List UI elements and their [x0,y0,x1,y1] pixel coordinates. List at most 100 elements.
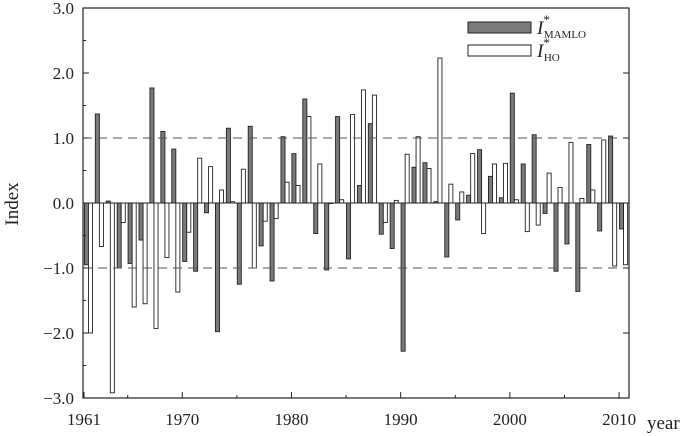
bar-mamlo-1991 [411,166,417,204]
bar-ho-1971 [197,157,203,204]
bar-ho-1975 [240,168,246,204]
svg-text:I*MAMLO: I* MAMLO [536,12,586,41]
bar-mamlo-1987 [367,123,373,204]
bar-mamlo-2008 [597,202,603,232]
bar-ho-1997 [481,202,487,234]
bar-mamlo-1962 [94,113,100,204]
bar-mamlo-1997 [477,149,483,204]
bar-mamlo-1981 [302,98,308,204]
bar-ho-1970 [186,202,192,233]
bar-ho-1962 [98,202,104,247]
bar-ho-1979 [284,181,290,204]
svg-text:I*HO: I* HO [536,35,560,64]
legend-label-ho-sub: HO [544,52,560,64]
bar-mamlo-1985 [346,202,351,260]
bar-ho-1996 [470,153,476,204]
bar-mamlo-1984 [335,116,341,204]
bar-ho-2004 [557,186,563,204]
bar-ho-1968 [164,202,170,259]
bar-mamlo-1992 [422,162,428,204]
axes-layer [82,7,630,399]
x-tick-label: 2010 [602,410,636,429]
bar-mamlo-1998 [487,175,493,204]
bar-ho-1966 [142,202,148,305]
bar-ho-1990 [404,153,410,204]
legend-label-mamlo-sup: * [543,12,550,27]
y-tick-label: 0.0 [53,194,74,213]
bar-ho-2005 [568,142,574,204]
bar-ho-1991 [415,136,421,204]
bar-ho-1982 [317,163,323,204]
y-tick-label: −1.0 [43,259,74,278]
bar-mamlo-1977 [258,202,264,247]
bar-mamlo-1989 [389,202,395,249]
bar-mamlo-2006 [575,202,581,292]
bar-mamlo-1965 [127,202,133,264]
bar-mamlo-1971 [193,202,199,272]
bar-ho-1963 [109,202,115,394]
bar-mamlo-1966 [138,202,144,241]
x-tick-label: 1961 [67,410,101,429]
bar-ho-1967 [153,202,159,329]
bar-mamlo-2009 [608,135,614,204]
bar-ho-2007 [590,189,596,204]
bar-ho-1964 [120,202,126,223]
bar-mamlo-1961 [83,202,89,266]
legend-swatch-mamlo [467,21,532,34]
bar-ho-1969 [175,202,181,293]
bar-mamlo-2002 [531,134,537,204]
legend-label-ho-sup: * [543,35,550,50]
bar-mamlo-1982 [313,202,319,234]
bar-mamlo-2000 [509,92,515,204]
bar-mamlo-1986 [356,184,362,204]
bar-mamlo-1994 [444,202,450,258]
bar-ho-1965 [131,202,137,308]
bar-ho-1977 [262,202,268,222]
y-tick-label: 1.0 [53,129,74,148]
bar-ho-1998 [492,163,498,204]
bar-mamlo-1980 [291,153,297,204]
bar-ho-1992 [426,168,432,204]
bar-ho-1994 [448,183,454,204]
bar-ho-2001 [524,202,530,233]
bar-ho-1995 [459,191,465,204]
bar-mamlo-1999 [498,197,504,204]
bar-mamlo-1969 [171,148,177,204]
bars-layer [83,57,629,394]
bar-mamlo-1964 [116,202,122,269]
bar-mamlo-2005 [564,202,570,245]
bar-mamlo-2010 [619,202,624,230]
reference-lines [83,137,629,269]
y-tick-label: 2.0 [53,64,74,83]
bar-mamlo-1983 [324,202,330,271]
bar-ho-1999 [502,162,508,204]
bar-ho-1993 [437,57,443,204]
bar-mamlo-1995 [455,202,461,221]
y-axis-title: Index [2,182,23,226]
x-tick-label: 1990 [384,410,418,429]
bar-mamlo-1973 [214,202,220,333]
tick-labels-layer: −3.0 −2.0 −1.0 0.0 1.0 2.0 3.0 1961 1970 1980 1990… [43,0,636,429]
bar-ho-2003 [546,172,552,204]
bar-ho-1972 [208,166,214,204]
bar-ho-1987 [371,94,377,204]
bar-mamlo-1978 [269,202,275,282]
bar-mamlo-1979 [280,136,286,204]
bar-mamlo-2004 [553,202,559,272]
x-tick-label: 2000 [493,410,527,429]
bar-ho-2010 [623,202,629,266]
bar-ho-2009 [612,202,618,267]
bar-ho-2008 [601,139,607,204]
x-tick-label: 1970 [165,410,199,429]
bar-ho-1978 [273,202,279,220]
bar-ho-1981 [306,116,312,204]
bar-ho-2006 [579,197,585,204]
bar-mamlo-2003 [542,202,548,214]
bar-ho-1976 [251,202,257,269]
bar-mamlo-1990 [400,202,406,352]
legend-swatch-ho [467,44,532,57]
y-tick-label: −2.0 [43,324,74,343]
bar-ho-2002 [535,202,541,226]
legend-label-ho-main: I [536,41,545,62]
